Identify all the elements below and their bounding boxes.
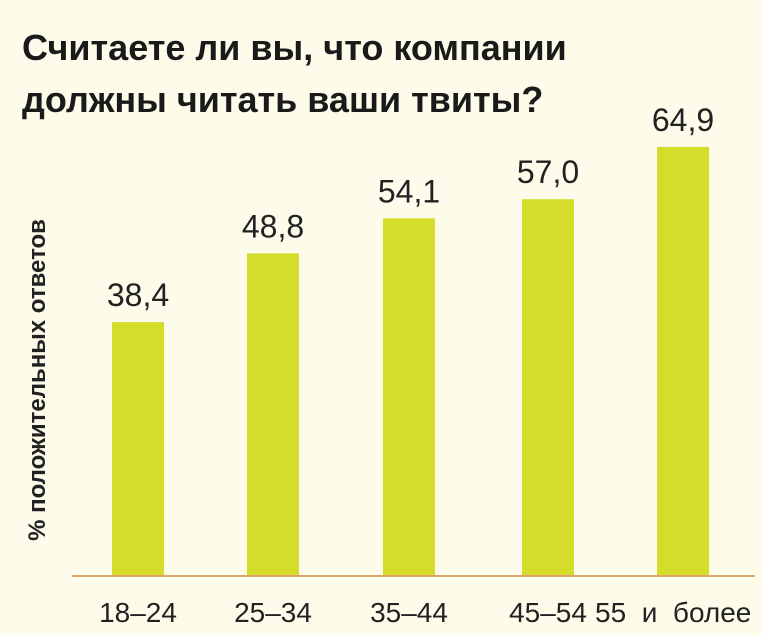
x-tick-label-4: 45–54	[509, 597, 587, 628]
bar-1	[112, 322, 164, 576]
value-label-4: 57,0	[517, 154, 579, 190]
value-label-5: 64,9	[652, 102, 714, 138]
bar-4	[522, 199, 574, 576]
chart-title-line-2: должны читать ваши твиты?	[22, 79, 544, 120]
x-tick-label-3: 35–44	[370, 597, 448, 628]
chart-title: Считаете ли вы, что компании должны чита…	[22, 22, 742, 126]
bars-group	[112, 146, 709, 577]
x-tick-label-5: 55 и более	[595, 597, 751, 628]
x-tick-label-2: 25–34	[234, 597, 312, 628]
bar-2	[247, 253, 299, 576]
value-label-2: 48,8	[242, 208, 304, 244]
bar-5	[657, 146, 709, 576]
value-labels-group: 38,4 48,8 54,1 57,0 64,9	[107, 102, 714, 313]
bar-3	[383, 218, 435, 577]
x-tick-labels-group: 18–24 25–34 35–44 45–54 55 и более	[99, 597, 751, 628]
x-tick-label-1: 18–24	[99, 597, 177, 628]
value-label-1: 38,4	[107, 277, 169, 313]
value-label-3: 54,1	[378, 173, 440, 209]
chart-title-line-1: Считаете ли вы, что компании	[22, 27, 567, 68]
